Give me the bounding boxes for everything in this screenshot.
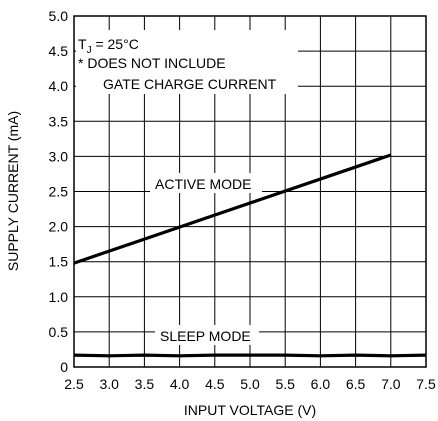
note-line-2: GATE CHARGE CURRENT [103,76,277,92]
conditions-box [76,30,298,94]
x-tick-label: 2.5 [64,376,84,392]
tj-symbol: T [78,36,87,52]
series-line-active-mode [73,153,392,265]
x-axis-title: INPUT VOLTAGE (V) [184,402,316,418]
y-tick-label: 5.0 [49,8,69,24]
y-tick-label: 3.5 [49,113,69,129]
y-tick-label: 2.0 [49,219,69,235]
tj-value: = 25°C [92,36,139,52]
x-tick-label: 5.0 [240,376,260,392]
x-tick-label: 4.0 [170,376,190,392]
y-tick-label: 4.5 [49,43,69,59]
note-line-1: * DOES NOT INCLUDE [78,55,226,71]
x-tick-label: 3.5 [135,376,155,392]
tj-condition: TJ = 25°C [78,36,139,56]
y-tick-label: 3.0 [49,148,69,164]
x-tick-label: 3.0 [99,376,119,392]
y-tick-label: 2.5 [49,184,69,200]
series-layer [73,153,427,358]
y-tick-label: 4.0 [49,78,69,94]
x-tick-label: 7.0 [381,376,401,392]
x-tick-label: 5.5 [275,376,295,392]
y-tick-label: 0 [60,359,68,375]
x-tick-label: 7.5 [416,376,436,392]
tj-subscript: J [87,45,92,56]
x-tick-label: 6.0 [311,376,331,392]
x-tick-labels: 2.5 3.0 3.5 4.0 4.5 5.0 5.5 6.0 6.5 7.0 7.5 [64,376,436,392]
y-tick-label: 1.0 [49,289,69,305]
sleep-mode-label: SLEEP MODE [160,328,251,344]
active-mode-label: ACTIVE MODE [155,176,251,192]
x-tick-label: 6.5 [346,376,366,392]
y-tick-labels: 0 0.5 1.0 1.5 2.0 2.5 3.0 3.5 4.0 4.5 5.0 [49,8,69,375]
active-label-bg [150,173,262,193]
y-tick-label: 0.5 [49,324,69,340]
plot-frame [73,15,427,368]
x-tick-label: 4.5 [205,376,225,392]
sleep-label-bg [155,325,259,345]
series-line-sleep-mode [73,353,427,358]
y-axis-title: SUPPLY CURRENT (mA) [5,111,21,271]
y-tick-label: 1.5 [49,254,69,270]
